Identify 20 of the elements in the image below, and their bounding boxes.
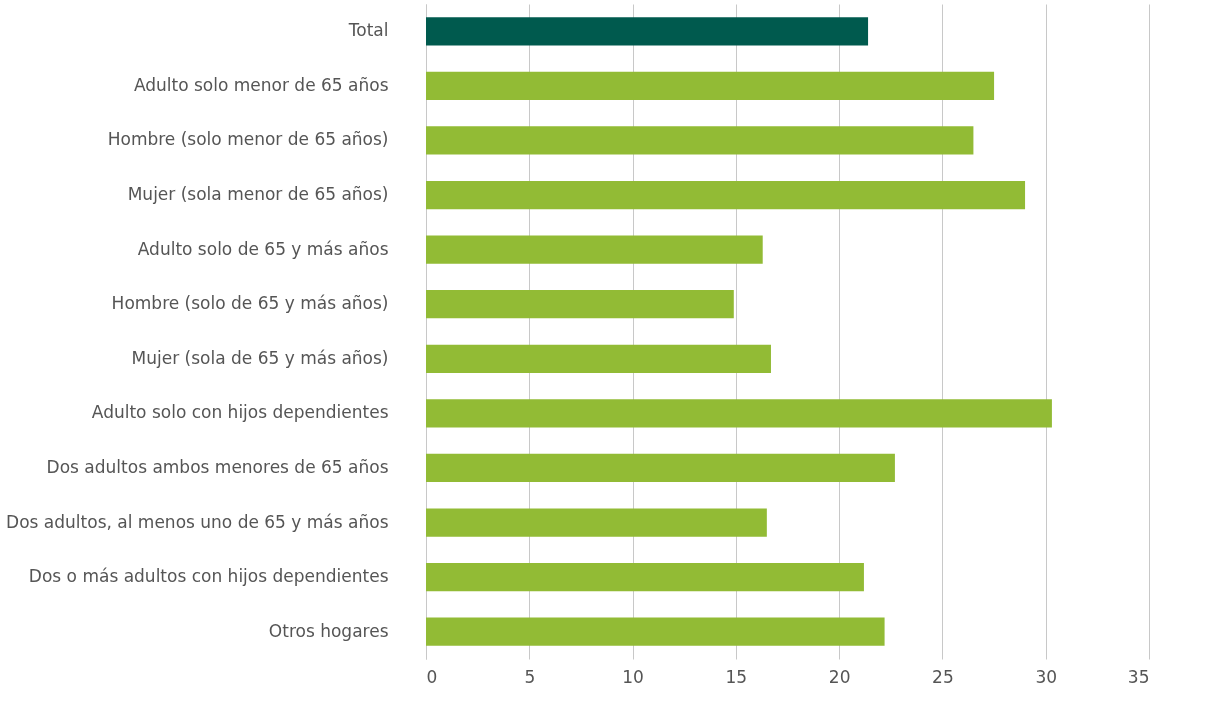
x-tick-label: 10 xyxy=(622,666,644,687)
x-tick-label: 25 xyxy=(932,666,954,687)
y-tick-label: Dos adultos, al menos uno de 65 y más años xyxy=(6,511,389,532)
y-tick-label: Dos o más adultos con hijos dependientes xyxy=(28,566,389,587)
y-tick-label: Dos adultos ambos menores de 65 años xyxy=(46,456,389,477)
y-tick-label: Total xyxy=(347,20,389,41)
y-tick-label: Adulto solo con hijos dependientes xyxy=(91,402,389,423)
x-tick-label: 5 xyxy=(524,666,536,687)
y-tick-label: Mujer (sola de 65 y más años) xyxy=(131,347,389,368)
y-tick-label: Mujer (sola menor de 65 años) xyxy=(127,184,389,205)
x-tick-label: 15 xyxy=(725,666,748,687)
y-tick-label: Adulto solo de 65 y más años xyxy=(137,238,389,259)
x-tick-label: 20 xyxy=(828,666,851,687)
x-tick-label: 30 xyxy=(1035,666,1058,687)
y-tick-label: Adulto solo menor de 65 años xyxy=(133,74,389,95)
y-tick-label: Otros hogares xyxy=(268,620,389,641)
y-tick-label: Hombre (solo de 65 y más años) xyxy=(111,293,389,314)
x-tick-label: 35 xyxy=(1127,666,1150,687)
x-tick-label: 0 xyxy=(426,666,438,687)
y-tick-label: Hombre (solo menor de 65 años) xyxy=(107,129,389,150)
